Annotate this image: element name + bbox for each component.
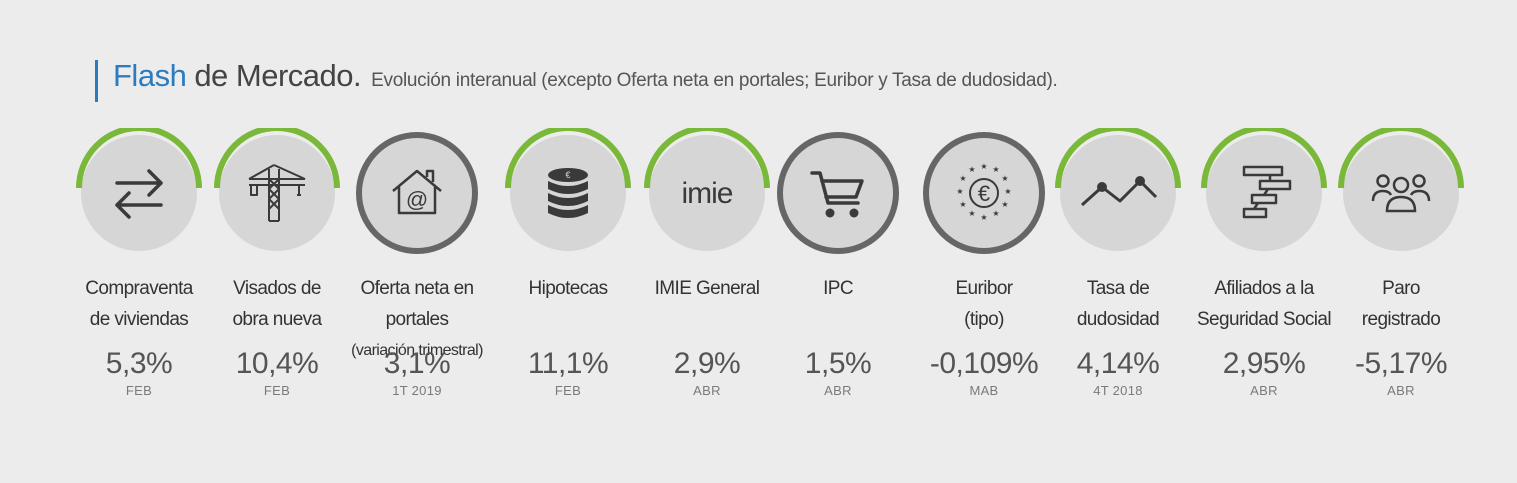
coin-stack-icon: € <box>548 168 588 218</box>
indicator-label: Paro registrado <box>1361 278 1441 330</box>
indicator-period: FEB <box>554 383 582 398</box>
indicator-paro: Paro registrado -5,17% ABR <box>1326 128 1476 398</box>
header-accent-bar <box>95 60 98 102</box>
flash-header: Flash de Mercado. Evolución interanual (… <box>95 58 1058 102</box>
indicator-badge: @ <box>352 128 482 258</box>
svg-text:★: ★ <box>956 187 963 196</box>
indicator-value: 1,5% <box>804 347 872 380</box>
arrows-exchange-icon <box>115 169 163 219</box>
svg-text:★: ★ <box>1001 174 1008 183</box>
svg-text:★: ★ <box>959 174 966 183</box>
indicator-period: 4T 2018 <box>1093 383 1143 398</box>
svg-text:★: ★ <box>968 165 975 174</box>
indicator-label: Hipotecas <box>528 278 608 299</box>
house-at-icon: @ <box>392 169 442 215</box>
indicator-label: Visados de obra nueva <box>232 278 322 330</box>
svg-text:★: ★ <box>992 209 999 218</box>
indicator-badge <box>1053 128 1183 258</box>
indicator-ipc: IPC 1,5% ABR <box>763 128 913 398</box>
indicator-afiliados: Afiliados a la Seguridad Social 2,95% ABR <box>1189 128 1339 398</box>
indicator-label: Tasa de dudosidad <box>1076 278 1160 330</box>
indicator-compraventa: Compraventa de viviendas 5,3% FEB <box>64 128 214 398</box>
indicator-value: 2,9% <box>673 347 741 380</box>
svg-text:€: € <box>978 181 990 206</box>
indicator-value: 11,1% <box>527 347 609 380</box>
svg-text:★: ★ <box>1004 187 1011 196</box>
svg-text:★: ★ <box>992 165 999 174</box>
indicator-value: 4,14% <box>1076 347 1160 380</box>
header-title: de Mercado. <box>194 58 362 93</box>
indicator-badge <box>74 128 204 258</box>
indicator-badge <box>1199 128 1329 258</box>
svg-text:imie: imie <box>681 177 732 210</box>
indicator-period: ABR <box>1387 383 1415 398</box>
indicator-badge: imie <box>642 128 772 258</box>
indicator-badge <box>773 128 903 258</box>
indicator-badge: ★ ★ ★ ★ ★ ★ ★ ★ ★ ★ ★ ★ € <box>919 128 1049 258</box>
indicator-value: -0,109% <box>929 347 1039 380</box>
indicator-period: FEB <box>125 383 153 398</box>
indicator-period: MAB <box>969 383 999 398</box>
indicator-label: Compraventa de viviendas <box>85 278 193 330</box>
indicator-hipotecas: € Hipotecas 11,1% FEB <box>493 128 643 398</box>
indicator-badge <box>212 128 342 258</box>
imie-logo-icon: imie <box>681 177 733 210</box>
indicator-label: Afiliados a la Seguridad Social <box>1196 278 1332 330</box>
svg-text:€: € <box>565 170 570 180</box>
indicator-label: IMIE General <box>654 278 760 299</box>
trend-line-icon <box>1080 176 1158 207</box>
indicator-oferta: @ Oferta neta en portales (variación trim… <box>342 128 492 398</box>
svg-text:★: ★ <box>959 200 966 209</box>
indicator-period: FEB <box>263 383 291 398</box>
svg-text:★: ★ <box>968 209 975 218</box>
indicator-period: ABR <box>824 383 852 398</box>
indicator-euribor: ★ ★ ★ ★ ★ ★ ★ ★ ★ ★ ★ ★ € Euribor (tipo) -0,109% … <box>909 128 1059 398</box>
shopping-cart-icon <box>810 171 864 218</box>
indicator-value: 10,4% <box>235 347 319 380</box>
indicator-period: 1T 2019 <box>392 383 442 398</box>
euro-stars-icon: ★ ★★ ★★★ ★★★ ★★★ € <box>956 163 1011 222</box>
svg-text:@: @ <box>406 187 428 212</box>
indicator-visados: Visados de obra nueva 10,4% FEB <box>202 128 352 398</box>
indicator-label: Oferta neta en portales (variación trimes… <box>351 278 483 359</box>
indicator-period: ABR <box>693 383 721 398</box>
svg-text:★: ★ <box>980 213 987 222</box>
indicator-value: 3,1% <box>383 347 451 380</box>
crane-icon <box>248 164 306 222</box>
indicator-badge: € <box>503 128 633 258</box>
indicator-value: 2,95% <box>1222 347 1306 380</box>
indicator-value: -5,17% <box>1354 347 1448 380</box>
indicator-value: 5,3% <box>105 347 173 380</box>
header-subtitle: Evolución interanual (excepto Oferta net… <box>371 70 1058 91</box>
indicator-imie: imie IMIE General 2,9% ABR <box>632 128 782 398</box>
indicator-dudosidad: Tasa de dudosidad 4,14% 4T 2018 <box>1043 128 1193 398</box>
indicator-badge <box>1336 128 1466 258</box>
indicator-label: IPC <box>823 278 853 299</box>
indicator-label: Euribor (tipo) <box>955 278 1013 330</box>
svg-text:★: ★ <box>980 163 987 171</box>
svg-text:★: ★ <box>1001 200 1008 209</box>
header-title-accent: Flash <box>113 58 187 93</box>
bars-steps-icon <box>1242 165 1292 219</box>
indicator-period: ABR <box>1250 383 1278 398</box>
people-group-icon <box>1371 174 1431 213</box>
